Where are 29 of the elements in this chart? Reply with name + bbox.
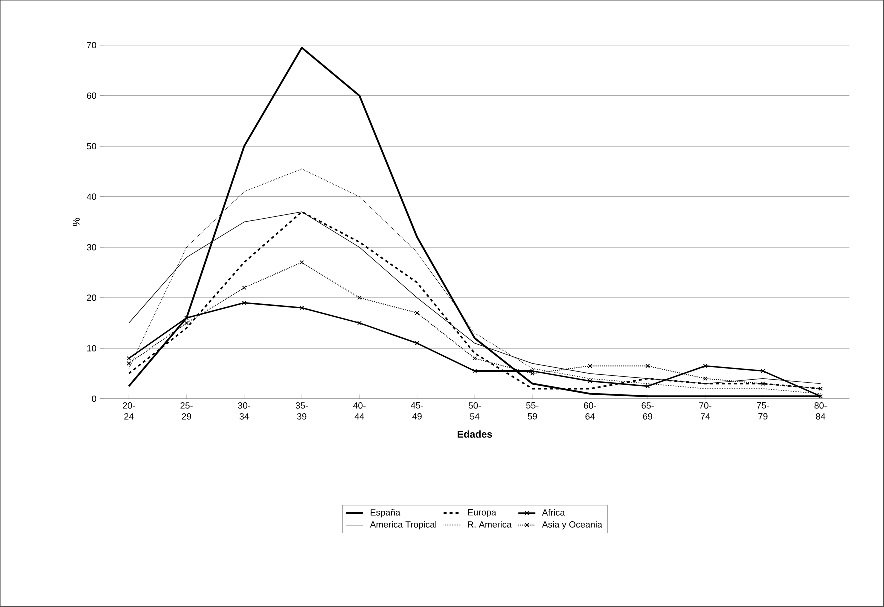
x-tick-label: 25-29 [180, 402, 193, 420]
legend-label: Europa [468, 509, 496, 518]
legend-label: España [370, 509, 401, 518]
x-tick-label: 75-79 [757, 402, 770, 420]
x-tick-label: 50-54 [468, 402, 482, 420]
y-tick-label: 40 [87, 194, 96, 200]
x-tick-label: 80-84 [814, 402, 827, 420]
legend-label: R. America [468, 521, 512, 528]
y-axis-title: % [73, 218, 80, 226]
x-tick-label: 55-59 [526, 402, 539, 420]
y-tick-label: 60 [87, 92, 96, 99]
x-axis-title: Edades [458, 430, 492, 438]
y-tick-label: 10 [88, 345, 96, 352]
x-tick-label: 35-39 [296, 402, 308, 420]
legend-label: Africa [542, 509, 566, 516]
x-tick-label: 60-64 [584, 402, 596, 420]
legend-label: Asia y Oceania [542, 521, 602, 530]
y-tick-label: 30 [87, 244, 96, 251]
y-tick-label: 0 [92, 396, 96, 402]
y-tick-label: 20 [87, 294, 96, 302]
x-tick-label: 40-44 [353, 402, 366, 420]
y-tick-label: 50 [87, 143, 96, 150]
x-tick-label: 45-49 [411, 402, 424, 420]
x-tick-label: 65-69 [642, 402, 654, 420]
legend-label: America Tropical [370, 521, 436, 530]
x-tick-label: 30-34 [238, 402, 250, 420]
x-tick-label: 70-74 [700, 402, 712, 420]
y-tick-label: 70 [87, 42, 96, 48]
x-tick-label: 20-24 [123, 402, 136, 420]
